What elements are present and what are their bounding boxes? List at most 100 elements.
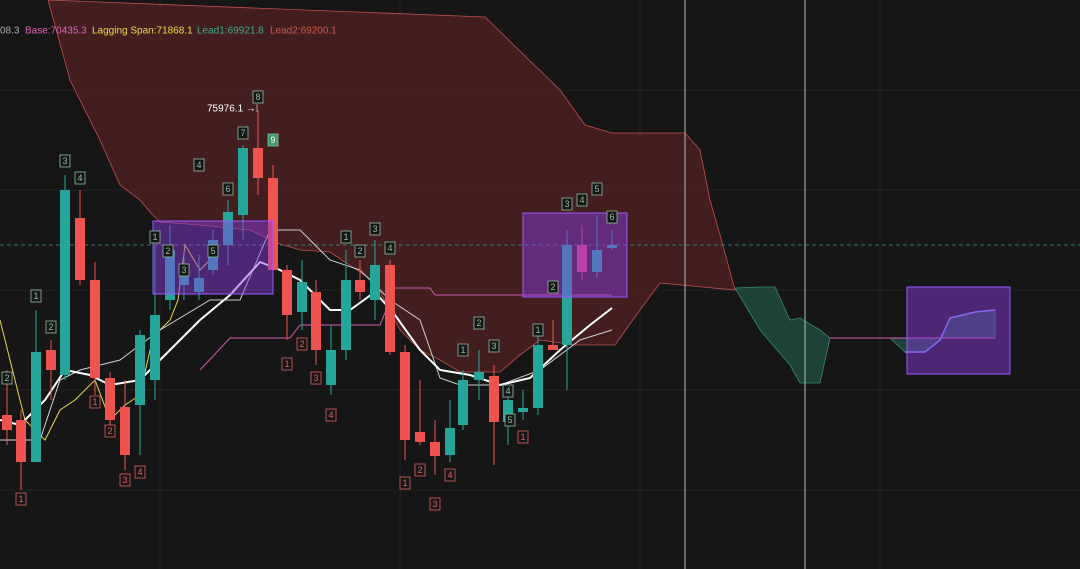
count-box	[473, 316, 485, 330]
candle-body	[60, 190, 70, 375]
candle-body	[120, 407, 130, 455]
legend-lead1: Lead1:69921.8	[197, 26, 264, 37]
count-box	[45, 320, 57, 334]
count-box	[149, 230, 161, 244]
candle-body	[16, 420, 26, 462]
candle-body	[105, 378, 115, 420]
candle-body	[75, 218, 85, 280]
count-label: 6	[609, 212, 614, 222]
count-label: 8	[255, 92, 260, 102]
count-box	[59, 154, 71, 168]
candle-body	[165, 250, 175, 300]
count-label: 1	[92, 397, 97, 407]
count-box	[15, 492, 27, 506]
count-box	[310, 371, 322, 385]
count-box	[502, 384, 514, 398]
count-label: 4	[196, 160, 201, 170]
count-box	[547, 280, 559, 294]
count-label: 1	[152, 232, 157, 242]
count-box	[444, 468, 456, 482]
count-box	[504, 413, 516, 427]
candle-body	[31, 352, 41, 462]
count-label: 1	[33, 291, 38, 301]
count-box	[457, 343, 469, 357]
count-box	[429, 497, 441, 511]
candle-body	[238, 148, 248, 215]
count-box	[561, 197, 573, 211]
count-box	[384, 241, 396, 255]
candle-body	[548, 345, 558, 350]
count-label: 7	[240, 128, 245, 138]
count-box	[399, 476, 411, 490]
count-box	[207, 244, 219, 258]
count-box	[296, 337, 308, 351]
count-label: 3	[432, 499, 437, 509]
candle-body	[46, 350, 56, 370]
count-box	[591, 182, 603, 196]
count-label: 1	[460, 345, 465, 355]
count-label: 2	[48, 322, 53, 332]
count-label: 6	[225, 184, 230, 194]
count-label: 4	[579, 195, 584, 205]
count-label: 2	[107, 426, 112, 436]
count-label: 1	[284, 359, 289, 369]
count-box	[369, 222, 381, 236]
count-box	[222, 182, 234, 196]
count-label: 3	[313, 373, 318, 383]
count-box	[193, 158, 205, 172]
count-label: 1	[343, 232, 348, 242]
candle-body	[282, 270, 292, 315]
count-label: 9	[270, 135, 275, 145]
count-box	[281, 357, 293, 371]
candle-body	[503, 400, 513, 422]
candle-body	[135, 335, 145, 405]
count-box	[532, 323, 544, 337]
candle-body	[577, 245, 587, 272]
count-label: 1	[535, 325, 540, 335]
count-label: 2	[165, 246, 170, 256]
count-label: 3	[372, 224, 377, 234]
candle-body	[400, 352, 410, 440]
count-label: 4	[137, 467, 142, 477]
count-box	[30, 289, 42, 303]
candle-body	[90, 280, 100, 378]
count-box	[134, 465, 146, 479]
candle-body	[223, 212, 233, 245]
count-label: 2	[550, 282, 555, 292]
count-label: 2	[4, 373, 9, 383]
count-box	[576, 193, 588, 207]
candle-body	[562, 245, 572, 345]
candle-body	[607, 245, 617, 248]
count-label: 2	[476, 318, 481, 328]
candle-body	[253, 148, 263, 178]
base-line	[199, 287, 612, 371]
candle-body	[194, 278, 204, 292]
count-box	[325, 408, 337, 422]
candle-body	[458, 380, 468, 425]
candle-body	[370, 265, 380, 300]
highlight-box	[522, 212, 628, 298]
count-label: 1	[402, 478, 407, 488]
count-label: 1	[18, 494, 23, 504]
price-marker: 75976.1 →	[207, 104, 256, 115]
candle-body	[430, 442, 440, 456]
count-label: 4	[447, 470, 452, 480]
candle-body	[533, 345, 543, 408]
candle-body	[311, 292, 321, 350]
candle-body	[445, 428, 455, 455]
count-box	[414, 463, 426, 477]
legend-base: Base:70435.3	[25, 26, 87, 37]
count-label: 5	[507, 415, 512, 425]
count-label: 3	[62, 156, 67, 166]
candle-body	[385, 265, 395, 352]
count-label: 2	[299, 339, 304, 349]
count-box	[74, 171, 86, 185]
count-label: 3	[181, 265, 186, 275]
count-label: 4	[387, 243, 392, 253]
candle-body	[518, 408, 528, 412]
highlight-box	[906, 286, 1011, 375]
candle-body	[592, 250, 602, 272]
